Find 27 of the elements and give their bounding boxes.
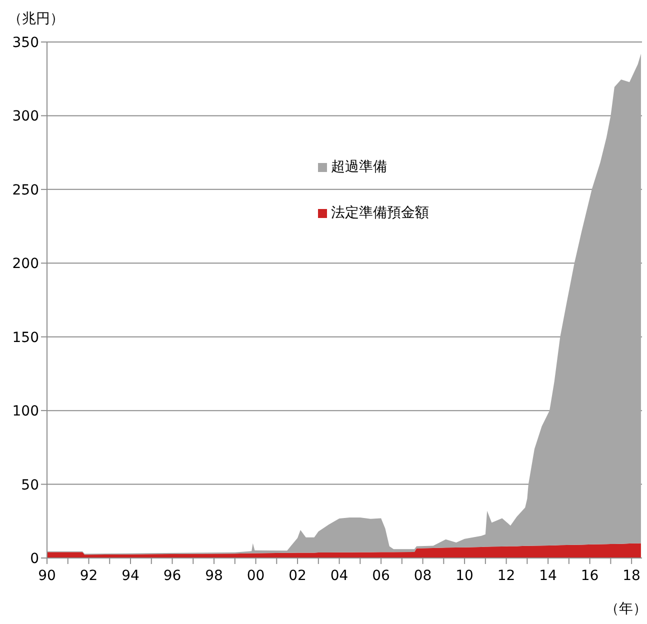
x-tick-label: 08	[414, 568, 432, 584]
y-axis-title: （兆円）	[8, 10, 64, 28]
x-tick-label: 92	[80, 568, 98, 584]
x-tick-label: 02	[288, 568, 306, 584]
legend-label: 超過準備	[331, 158, 387, 176]
x-tick-label: 98	[205, 568, 223, 584]
y-tick-label: 50	[21, 477, 39, 494]
x-tick-label: 12	[497, 568, 516, 584]
y-tick-label: 0	[30, 550, 39, 567]
y-tick-label: 150	[12, 330, 39, 346]
x-tick-label: 14	[539, 568, 558, 584]
legend-label: 法定準備預金額	[331, 204, 429, 222]
x-tick-label: 04	[330, 568, 348, 584]
y-tick-label: 350	[12, 34, 39, 51]
y-tick-label: 250	[12, 182, 39, 198]
x-tick-label: 10	[456, 568, 474, 584]
y-tick-label: 200	[12, 256, 39, 272]
x-tick-label: 00	[246, 568, 265, 584]
x-tick-label: 18	[622, 568, 640, 584]
x-tick-label: 96	[163, 568, 182, 584]
y-tick-label: 300	[12, 108, 39, 125]
x-tick-label: 90	[38, 568, 56, 584]
x-tick-label: 06	[372, 568, 390, 584]
x-tick-label: 94	[122, 568, 140, 584]
x-axis-title: （年）	[605, 600, 647, 618]
y-tick-label: 100	[12, 404, 39, 420]
x-tick-label: 16	[580, 568, 599, 584]
